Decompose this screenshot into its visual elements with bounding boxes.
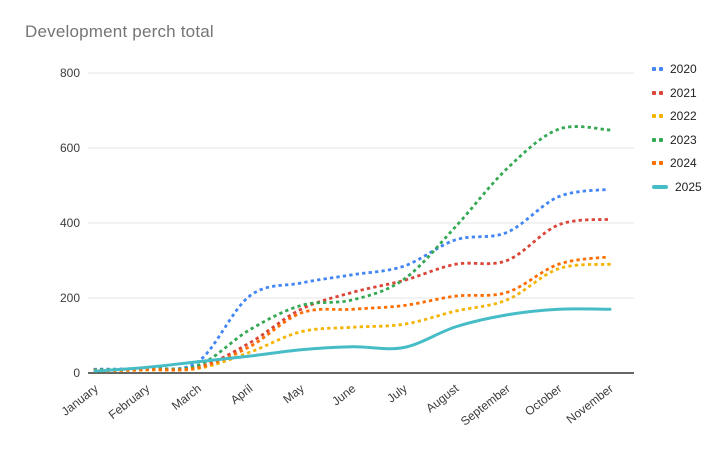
legend-dot: [659, 137, 663, 142]
series-line-2020[interactable]: [93, 187, 612, 371]
legend-swatch-2022: [652, 114, 663, 118]
y-axis-label: 200: [60, 291, 80, 305]
legend-item-2025[interactable]: 2025: [652, 180, 702, 194]
legend-dot: [659, 114, 663, 118]
x-axis-label: October: [522, 381, 564, 418]
legend-dot: [652, 90, 656, 95]
legend-item-2022[interactable]: 2022: [652, 109, 702, 123]
legend-dot: [659, 67, 663, 71]
x-axis-label: February: [106, 381, 152, 422]
legend-item-2020[interactable]: 2020: [652, 62, 702, 76]
chart-title: Development perch total: [25, 22, 214, 41]
x-axis-label: July: [384, 381, 409, 405]
series-line-2021[interactable]: [93, 217, 612, 372]
x-axis-label: September: [458, 381, 513, 428]
legend-label-2020: 2020: [670, 62, 697, 76]
x-axis-label: January: [59, 381, 101, 418]
legend-label-2022: 2022: [670, 109, 697, 123]
legend-swatch-2020: [652, 67, 663, 71]
legend-label-2023: 2023: [670, 132, 697, 147]
legend-swatch-2023: [652, 137, 663, 142]
legend-dot: [652, 114, 656, 118]
series-line-2025[interactable]: [93, 307, 612, 373]
y-axis-label: 0: [73, 366, 80, 380]
chart-legend: 2020 2021 2022 2023 2024 2025: [652, 62, 702, 203]
legend-dot: [652, 67, 656, 71]
legend-swatch-2021: [652, 90, 663, 95]
x-axis-label: June: [329, 381, 358, 408]
legend-dot: [659, 90, 663, 95]
series-line-2022[interactable]: [93, 262, 612, 373]
legend-label-2024: 2024: [670, 156, 697, 170]
legend-item-2023[interactable]: 2023: [652, 133, 702, 147]
x-axis-label: August: [423, 381, 462, 415]
legend-swatch-2025: [652, 184, 668, 189]
series-line-2024[interactable]: [93, 255, 612, 373]
legend-label-2021: 2021: [670, 85, 697, 100]
y-axis-label: 600: [60, 141, 80, 155]
y-axis-label: 400: [60, 216, 80, 230]
y-axis-label: 800: [60, 66, 80, 80]
legend-label-2025: 2025: [675, 179, 702, 194]
legend-line: [652, 184, 668, 189]
x-axis-label: April: [228, 381, 256, 407]
x-axis-label: November: [564, 381, 616, 426]
legend-dot: [659, 161, 663, 165]
series-line-2023[interactable]: [93, 125, 612, 372]
x-axis-label: March: [169, 381, 204, 413]
x-axis-label: May: [280, 381, 306, 406]
legend-swatch-2024: [652, 161, 663, 165]
legend-dot: [652, 137, 656, 142]
legend-dot: [652, 161, 656, 165]
legend-item-2024[interactable]: 2024: [652, 156, 702, 170]
legend-item-2021[interactable]: 2021: [652, 86, 702, 100]
